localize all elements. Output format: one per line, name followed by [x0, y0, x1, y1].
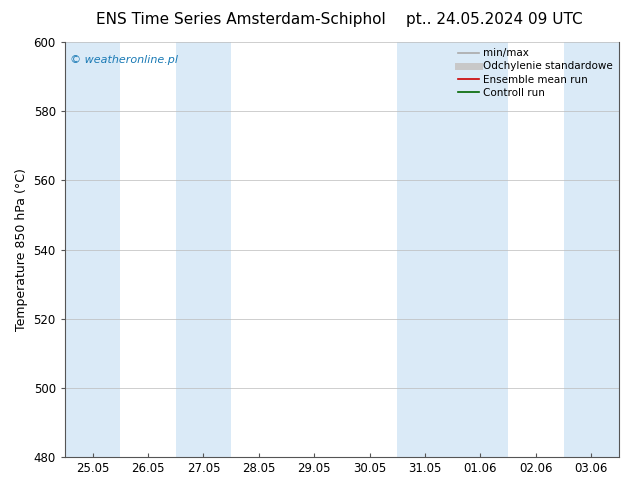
Bar: [398, 42, 453, 457]
Bar: [564, 42, 619, 457]
Y-axis label: Temperature 850 hPa (°C): Temperature 850 hPa (°C): [15, 168, 28, 331]
Bar: [176, 42, 231, 457]
Text: ENS Time Series Amsterdam-Schiphol: ENS Time Series Amsterdam-Schiphol: [96, 12, 386, 27]
Text: pt.. 24.05.2024 09 UTC: pt.. 24.05.2024 09 UTC: [406, 12, 583, 27]
Bar: [453, 42, 508, 457]
Legend: min/max, Odchylenie standardowe, Ensemble mean run, Controll run: min/max, Odchylenie standardowe, Ensembl…: [454, 44, 617, 102]
Text: © weatheronline.pl: © weatheronline.pl: [70, 54, 178, 65]
Bar: [65, 42, 120, 457]
